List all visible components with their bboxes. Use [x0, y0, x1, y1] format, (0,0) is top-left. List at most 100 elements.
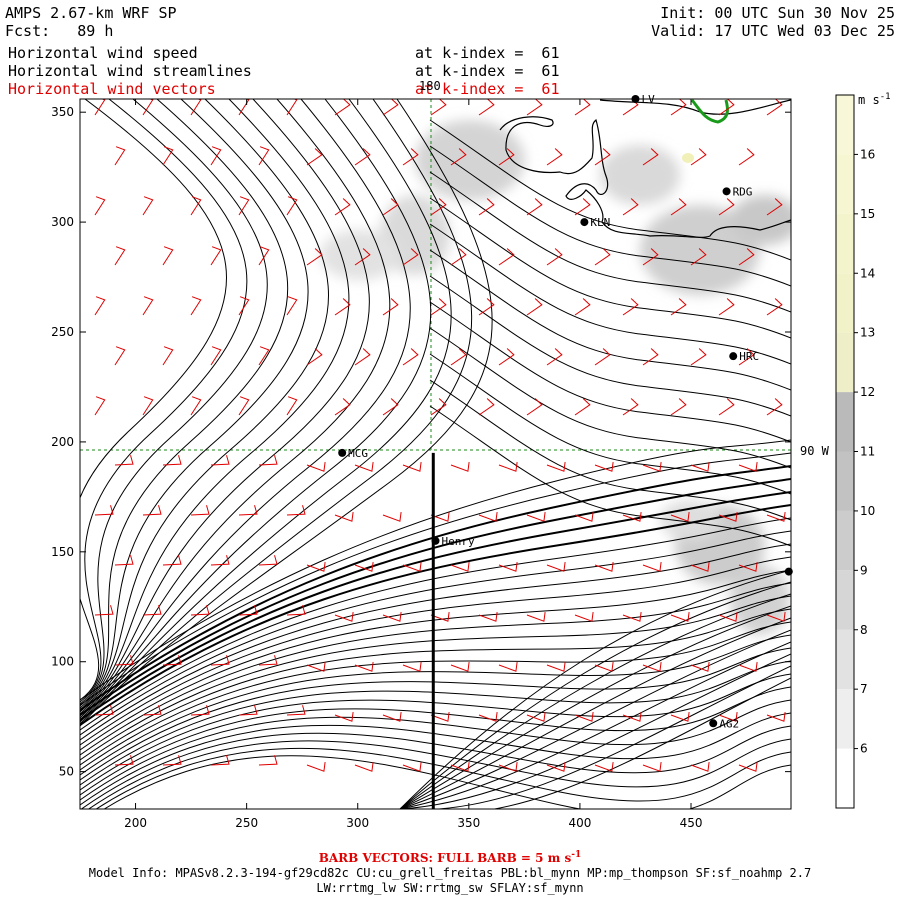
wind-barb [258, 246, 270, 266]
model-info: Model Info: MPASv8.2.3-194-gf29cd82c CU:… [0, 866, 900, 896]
colorbar-segment [836, 689, 854, 749]
wind-barb [546, 561, 566, 572]
wind-barb [382, 298, 399, 316]
wind-barb [690, 761, 710, 772]
wind-barb [94, 196, 106, 216]
wind-barb [574, 198, 591, 216]
wind-barb [450, 348, 467, 366]
wind-barb [574, 611, 594, 622]
wind-barb [738, 348, 755, 366]
station-marker [431, 536, 440, 545]
wind-barb [210, 146, 222, 166]
streamline [400, 677, 791, 809]
y-tick-label: 200 [51, 435, 74, 449]
streamline [80, 99, 391, 717]
sea-ice-edge [690, 99, 730, 124]
wind-barb [238, 396, 250, 416]
colorbar-label: 16 [860, 147, 875, 161]
streamline [80, 634, 791, 776]
wind-barb [622, 198, 639, 216]
station-label: AG2 [719, 717, 739, 730]
wind-barb [478, 711, 498, 722]
streamline [95, 747, 791, 809]
wind-barb [430, 99, 447, 116]
streamline [80, 543, 791, 741]
wind-barb [766, 198, 783, 216]
model-info-line-2: LW:rrtmg_lw SW:rrtmg_sw SFLAY:sf_mynn [316, 881, 584, 895]
colorbar-units: m s-1 [858, 92, 891, 107]
wind-barb [210, 655, 230, 666]
wind-barb [574, 711, 594, 722]
wind-barb [402, 561, 422, 572]
wind-barb [114, 246, 126, 266]
wind-barb [498, 248, 515, 266]
wind-barb [430, 711, 450, 722]
wind-barb [738, 561, 758, 572]
wind-barb [670, 99, 687, 116]
streamline [80, 608, 791, 766]
streamline [429, 379, 791, 521]
wind-barb [334, 511, 354, 522]
wind-barb [258, 755, 278, 766]
plot-frame [79, 98, 792, 810]
model-info-line-1: Model Info: MPASv8.2.3-194-gf29cd82c CU:… [88, 866, 812, 880]
valid-time: Valid: 17 UTC Wed 03 Dec 25 [651, 22, 895, 40]
wind-barb [526, 611, 546, 622]
wind-barb [258, 555, 278, 566]
streamline [80, 595, 791, 761]
model-title: AMPS 2.67-km WRF SP [5, 4, 177, 22]
colorbar-label: 8 [860, 623, 868, 637]
wind-barbs [94, 99, 786, 772]
wind-barb [430, 198, 447, 216]
wind-barb [142, 605, 162, 616]
wind-barb [354, 248, 371, 266]
wind-barb [402, 461, 422, 472]
wind-barb [114, 455, 134, 466]
wind-barb [114, 655, 134, 666]
colorbar-label: 10 [860, 504, 875, 518]
wind-barb [642, 561, 662, 572]
streamline [80, 725, 791, 809]
streamline [399, 605, 791, 809]
wind-barb [718, 711, 738, 722]
field-level-speed: at k-index = 61 [415, 44, 560, 62]
wind-barb [190, 396, 202, 416]
wind-barb [450, 561, 470, 572]
wind-barb [766, 511, 786, 522]
wind-barb [450, 148, 467, 166]
wind-barb [142, 505, 162, 516]
wind-barb [738, 761, 758, 772]
streamline [88, 738, 791, 809]
y-tick-label: 50 [59, 765, 74, 779]
streamline [80, 673, 791, 791]
colorbar-label: 7 [860, 682, 868, 696]
station-label: MCG [348, 447, 368, 460]
x-tick-label: 450 [680, 816, 703, 830]
wind-barb [334, 398, 351, 416]
wind-barb [546, 761, 566, 772]
wind-barb [526, 99, 543, 116]
wind-barb [238, 505, 258, 516]
colorbar-label: 13 [860, 326, 875, 340]
wind-barb [94, 605, 114, 616]
wind-barb [594, 561, 614, 572]
streamline [80, 569, 791, 751]
wind-barb [478, 611, 498, 622]
streamline [80, 582, 791, 756]
wind-barb [306, 248, 323, 266]
wind-barb [642, 661, 662, 672]
colorbar-segment [836, 510, 854, 571]
wind-barb [670, 198, 687, 216]
wind-barb [190, 99, 202, 116]
wind-barb [526, 298, 543, 316]
wind-barb [642, 761, 662, 772]
streamline [80, 99, 268, 705]
y-tick-label: 300 [51, 215, 74, 229]
wind-barb [286, 505, 306, 516]
wind-barb [478, 298, 495, 316]
wind-streamlines [80, 99, 791, 809]
colorbar-label: 6 [860, 742, 868, 756]
wind-barb [258, 146, 270, 166]
wind-barb [402, 248, 419, 266]
wind-barb [690, 461, 710, 472]
